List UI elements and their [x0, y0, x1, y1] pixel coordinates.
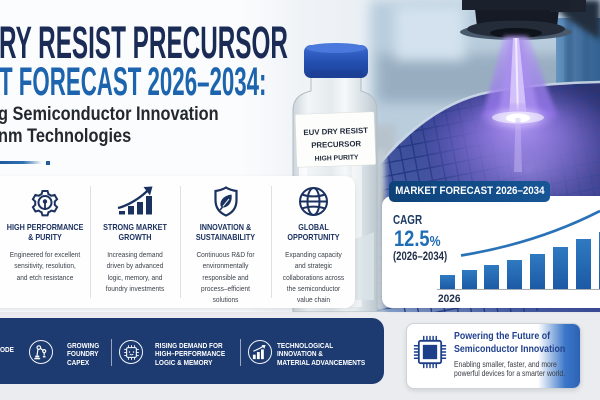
svg-text:HIGH PURITY: HIGH PURITY [315, 154, 359, 163]
svg-text:PRECURSOR: PRECURSOR [311, 139, 361, 150]
svg-text:EUV DRY RESIST: EUV DRY RESIST [303, 126, 368, 137]
